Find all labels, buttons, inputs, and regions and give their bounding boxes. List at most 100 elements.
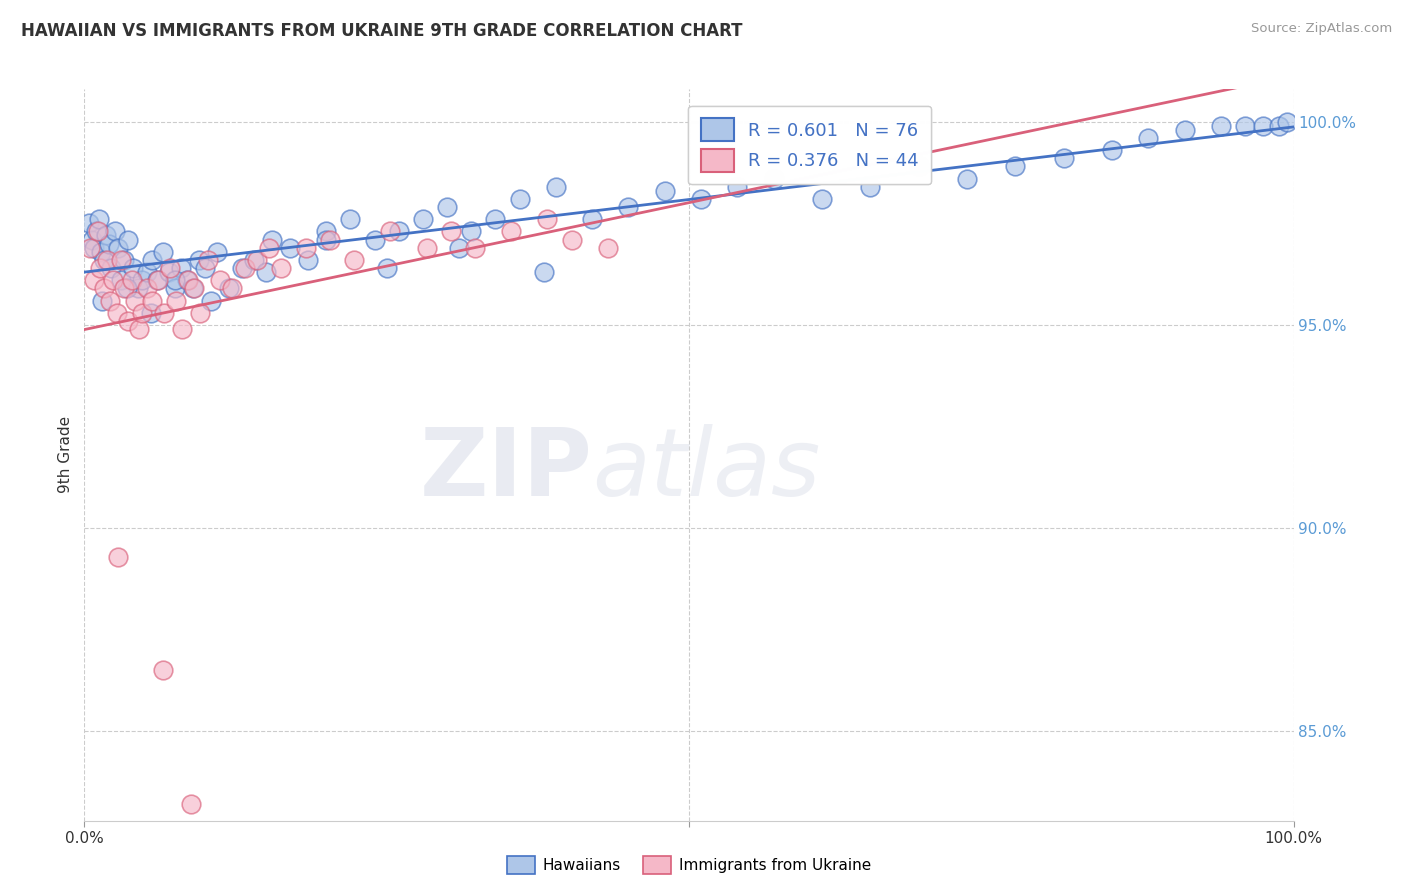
Point (294, 241, 316, 255)
Point (152, 244, 174, 259)
Point (956, 171, 979, 186)
Point (79, 241, 101, 255)
Point (163, 281, 186, 295)
Point (110, 273, 132, 287)
Point (617, 200, 640, 214)
Point (110, 252, 132, 267)
Point (259, 241, 281, 255)
Point (254, 265, 277, 279)
Point (319, 233, 342, 247)
Point (907, 160, 929, 174)
Point (181, 281, 204, 295)
Point (139, 306, 162, 320)
Point (86, 224, 108, 238)
Point (112, 281, 135, 295)
Point (165, 293, 187, 308)
Point (297, 252, 319, 267)
Point (107, 549, 129, 564)
Point (121, 273, 143, 287)
Point (654, 184, 676, 198)
Point (811, 192, 834, 206)
Point (121, 260, 143, 275)
Point (200, 293, 222, 308)
Point (83, 273, 105, 287)
Point (544, 179, 567, 194)
Point (412, 212, 434, 227)
Point (1004, 160, 1026, 174)
Point (94, 228, 117, 243)
Point (80, 233, 103, 247)
Point (176, 273, 198, 287)
Point (146, 273, 169, 287)
Point (180, 797, 202, 812)
Point (136, 281, 159, 295)
Point (221, 281, 243, 295)
Point (315, 233, 337, 247)
Point (127, 281, 149, 295)
Point (1137, 131, 1160, 145)
Point (339, 212, 361, 227)
Point (375, 260, 398, 275)
Point (153, 306, 176, 320)
Point (90, 244, 112, 259)
Point (536, 212, 558, 227)
Point (77, 216, 100, 230)
Point (1174, 123, 1197, 137)
Point (242, 252, 264, 267)
Point (117, 314, 139, 328)
Point (104, 224, 127, 238)
Y-axis label: 9th Grade: 9th Grade (58, 417, 73, 493)
Point (509, 192, 531, 206)
Point (218, 281, 240, 295)
Point (115, 281, 138, 295)
Point (177, 273, 200, 287)
Point (415, 241, 437, 255)
Point (561, 233, 583, 247)
Point (1251, 119, 1274, 133)
Point (131, 273, 153, 287)
Point (690, 192, 713, 206)
Point (100, 260, 122, 275)
Point (91, 293, 114, 308)
Point (117, 233, 139, 247)
Point (172, 322, 194, 336)
Point (388, 224, 411, 238)
Point (197, 252, 219, 267)
Point (315, 224, 337, 238)
Text: atlas: atlas (592, 424, 821, 515)
Legend: R = 0.601   N = 76, R = 0.376   N = 44: R = 0.601 N = 76, R = 0.376 N = 44 (689, 105, 931, 185)
Point (103, 273, 125, 287)
Point (157, 265, 180, 279)
Point (596, 241, 619, 255)
Point (1101, 143, 1123, 157)
Point (363, 233, 385, 247)
Point (190, 306, 212, 320)
Point (725, 179, 748, 194)
Point (460, 224, 482, 238)
Point (1053, 151, 1076, 165)
Point (762, 171, 785, 186)
Point (89, 260, 111, 275)
Text: ZIP: ZIP (419, 424, 592, 516)
Point (208, 273, 231, 287)
Legend: Hawaiians, Immigrants from Ukraine: Hawaiians, Immigrants from Ukraine (501, 850, 877, 880)
Text: Source: ZipAtlas.com: Source: ZipAtlas.com (1251, 22, 1392, 36)
Point (86, 224, 108, 238)
Point (146, 273, 169, 287)
Point (105, 306, 128, 320)
Point (436, 200, 458, 214)
Point (141, 252, 163, 267)
Point (188, 252, 211, 267)
Point (533, 265, 555, 279)
Point (183, 281, 205, 295)
Point (859, 179, 882, 194)
Point (194, 260, 217, 275)
Point (1277, 114, 1299, 128)
Point (93, 281, 115, 295)
Point (207, 244, 229, 259)
Point (98, 293, 121, 308)
Point (1234, 119, 1257, 133)
Point (1209, 119, 1232, 133)
Text: HAWAIIAN VS IMMIGRANTS FROM UKRAINE 9TH GRADE CORRELATION CHART: HAWAIIAN VS IMMIGRANTS FROM UKRAINE 9TH … (21, 22, 742, 40)
Point (163, 273, 186, 287)
